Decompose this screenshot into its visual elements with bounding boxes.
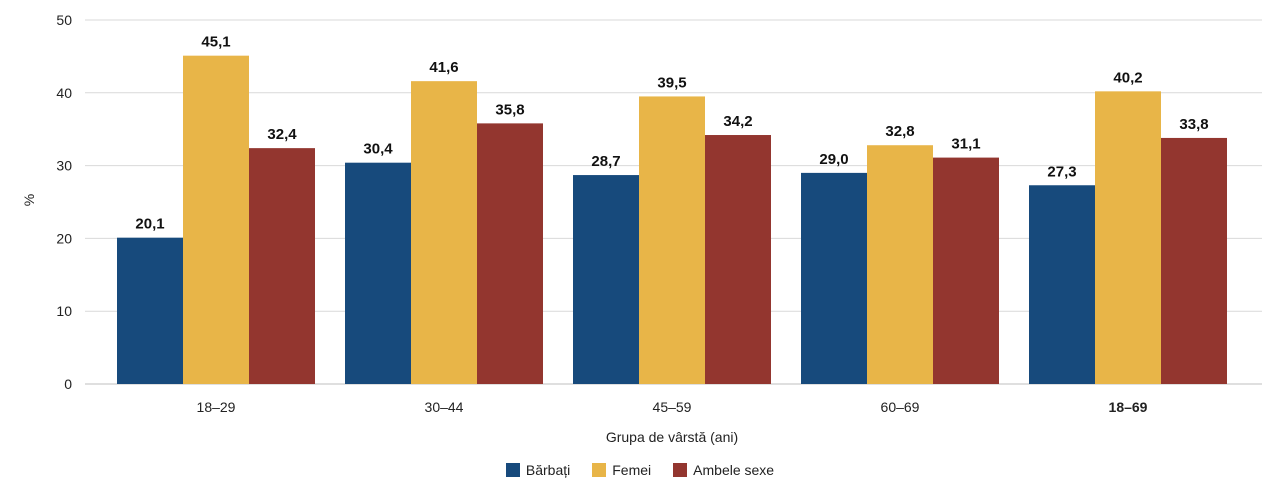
y-tick-label: 20 [56,230,72,246]
data-label: 32,4 [267,126,297,143]
y-axis-label: % [21,194,37,206]
y-tick-label: 50 [56,12,72,28]
bar [801,172,867,384]
bar [477,123,543,384]
y-axis-ticks: 0 10 20 30 40 50 [56,12,72,392]
data-label: 40,2 [1113,69,1142,86]
y-tick-label: 30 [56,158,72,174]
bar [183,55,249,385]
legend-label: Femei [612,462,652,478]
data-label: 20,1 [135,216,164,233]
data-label: 34,2 [723,113,752,130]
bar [867,145,933,384]
data-label: 31,1 [951,136,980,153]
legend-swatch [592,463,607,477]
bar [639,96,705,384]
data-label: 33,8 [1179,116,1208,133]
bar [249,148,315,384]
data-label: 35,8 [495,101,524,118]
data-label: 27,3 [1047,163,1076,180]
data-label: 32,8 [885,123,914,140]
bar [933,157,999,384]
bars [117,55,1227,385]
x-axis-label: Grupa de vârstă (ani) [606,429,738,445]
data-label: 41,6 [429,59,458,76]
data-labels: 20,1 45,1 32,4 30,4 41,6 35,8 28,7 39,5 34,2 29,0… [135,34,1208,233]
bar [411,81,477,384]
y-tick-label: 0 [64,376,72,392]
bar [573,175,639,384]
legend-label: Ambele sexe [693,462,775,478]
x-tick-label: 18–29 [197,399,236,415]
bar [1161,137,1227,384]
x-tick-label: 18–69 [1109,399,1148,415]
legend-swatch [673,463,688,477]
data-label: 30,4 [363,141,393,158]
data-label: 39,5 [657,74,686,91]
bar [117,237,183,384]
y-tick-label: 40 [56,85,72,101]
legend-item: Bărbați [505,462,571,478]
legend: Bărbați Femei Ambele sexe [0,462,1280,478]
bar [1029,185,1095,384]
bar [705,135,771,384]
bar-chart: 0 10 20 30 40 50 20,1 45,1 32,4 30,4 41,6 35,8 28,7… [21,12,1262,445]
x-tick-label: 30–44 [425,399,464,415]
y-tick-label: 10 [56,303,72,319]
legend-item: Ambele sexe [673,462,774,478]
data-label: 45,1 [201,34,230,51]
legend-item: Femei [592,462,651,478]
x-tick-label: 60–69 [881,399,920,415]
x-axis-ticks: 18–29 30–44 45–59 60–69 18–69 [197,399,1148,415]
data-label: 29,0 [819,151,848,168]
data-label: 28,7 [591,153,620,170]
legend-swatch [505,463,520,477]
x-tick-label: 45–59 [653,399,692,415]
bar [1095,91,1161,385]
bar [345,162,411,384]
legend-label: Bărbați [525,462,571,478]
